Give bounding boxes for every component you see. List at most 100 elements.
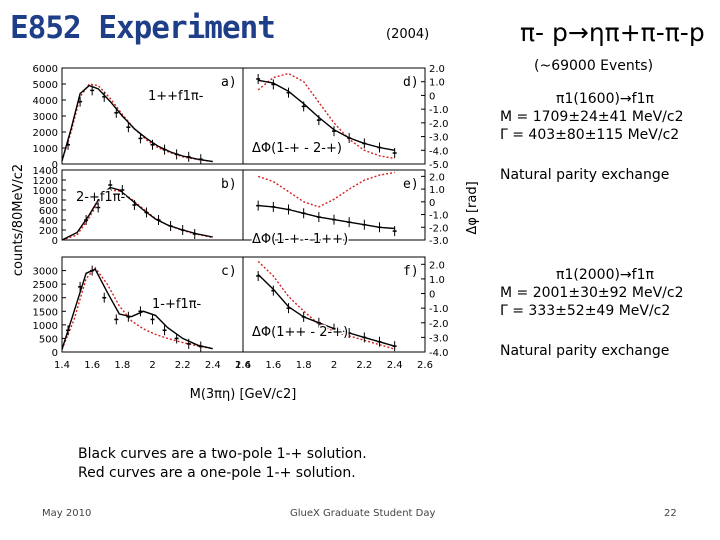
- panel-label: ΔΦ(1-+ - 2-+): [252, 141, 342, 156]
- info-pi1600-mass: M = 1709±24±41 MeV/c2: [500, 109, 684, 125]
- y-tick-label: 1000: [33, 144, 58, 155]
- y-axis-title-counts: counts/80MeV/c2: [11, 164, 26, 276]
- red-curve: [257, 72, 395, 160]
- y-tick-label: 3000: [33, 267, 58, 278]
- x-tick-label: 2: [331, 360, 337, 371]
- x-tick-label: 1.8: [296, 360, 312, 371]
- y-tick-label: 3000: [33, 112, 58, 123]
- panel-frame: [61, 169, 244, 241]
- panel-label: 1-+f1π-: [152, 297, 202, 312]
- y-tick-label: -3.0: [429, 133, 449, 144]
- x-tick-label: 2.6: [417, 360, 433, 371]
- y-tick-label: -4.0: [429, 348, 449, 359]
- footer-page: 22: [664, 508, 677, 519]
- y-tick-label: -3.0: [429, 333, 449, 344]
- slide-year: (2004): [386, 27, 430, 42]
- x-tick-label: 2.2: [356, 360, 372, 371]
- info-pi2000-decay: π1(2000)→f1π: [556, 267, 654, 283]
- x-tick-label: 2.4: [205, 360, 221, 371]
- black-curve: [257, 273, 395, 347]
- info-pi1600: π1(1600)→f1π M = 1709±24±41 MeV/c2 Γ = 4…: [500, 90, 710, 184]
- y-tick-label: -2.0: [429, 223, 449, 234]
- y-tick-label: 2000: [33, 128, 58, 139]
- panel-tag: c): [221, 264, 237, 279]
- y-tick-label: 2.0: [429, 260, 445, 271]
- footer-event: GlueX Graduate Student Day: [290, 508, 436, 519]
- event-count: (~69000 Events): [534, 58, 654, 74]
- y-tick-label: 0: [52, 348, 58, 359]
- x-axis-title: M(3πη) [GeV/c2]: [190, 387, 297, 402]
- info-pi2000-mass: M = 2001±30±92 MeV/c2: [500, 285, 684, 301]
- panel-label: 2-+f1π-: [76, 190, 126, 205]
- info-pi1600-parity: Natural parity exchange: [500, 167, 670, 183]
- y-tick-label: 0: [429, 290, 435, 301]
- red-curve: [61, 266, 213, 350]
- y-tick-label: 2.0: [429, 172, 445, 183]
- x-tick-label: 2: [149, 360, 155, 371]
- y-tick-label: -5.0: [429, 160, 449, 171]
- y-tick-label: 4000: [33, 96, 58, 107]
- x-tick-label: 1.6: [84, 360, 100, 371]
- panel-tag: f): [403, 264, 419, 279]
- y-tick-label: -2.0: [429, 119, 449, 130]
- y-tick-label: -4.0: [429, 146, 449, 157]
- y-tick-label: 1.0: [429, 275, 445, 286]
- info-pi1600-decay: π1(1600)→f1π: [556, 91, 654, 107]
- y-tick-label: 1400: [33, 166, 58, 177]
- black-curve: [258, 204, 395, 230]
- y-tick-label: 600: [39, 206, 58, 217]
- x-tick-label: 2.6: [235, 360, 251, 371]
- info-pi2000-width: Γ = 333±52±49 MeV/c2: [500, 303, 671, 319]
- y-tick-label: -2.0: [429, 319, 449, 330]
- panel-frame: [242, 169, 426, 241]
- panel-label: 1++f1π-: [148, 89, 204, 104]
- panel-label: ΔΦ(1-+ - 1++): [252, 232, 348, 247]
- x-tick-label: 2.4: [387, 360, 403, 371]
- panel-frame: [242, 67, 426, 165]
- panel-frame: [242, 256, 426, 353]
- x-tick-label: 1.4: [235, 360, 251, 371]
- info-pi2000-parity: Natural parity exchange: [500, 343, 670, 359]
- y-tick-label: 1.0: [429, 78, 445, 89]
- y-tick-label: 500: [39, 334, 58, 345]
- panel-label: ΔΦ(1++ - 2-+): [252, 325, 348, 340]
- red-curve: [61, 83, 213, 163]
- y-tick-label: 2.0: [429, 64, 445, 75]
- y-tick-label: -1.0: [429, 304, 449, 315]
- x-tick-label: 2.2: [175, 360, 191, 371]
- y-tick-label: 800: [39, 196, 58, 207]
- slide-title: E852 Experiment: [10, 10, 276, 46]
- y-tick-label: 2000: [33, 294, 58, 305]
- y-tick-label: -1.0: [429, 105, 449, 116]
- panel-tag: d): [403, 75, 419, 90]
- panel-tag: b): [221, 177, 237, 192]
- x-tick-label: 1.6: [265, 360, 281, 371]
- y-tick-label: -3.0: [429, 236, 449, 247]
- caption-line-1: Black curves are a two-pole 1-+ solution…: [78, 446, 367, 462]
- black-curve: [258, 79, 395, 151]
- y-tick-label: 2500: [33, 280, 58, 291]
- footer-date: May 2010: [42, 508, 92, 519]
- y-tick-label: 6000: [33, 64, 58, 75]
- y-tick-label: 1500: [33, 307, 58, 318]
- y-tick-label: -1.0: [429, 211, 449, 222]
- x-tick-label: 1.8: [114, 360, 130, 371]
- y-tick-label: 1000: [33, 321, 58, 332]
- y-tick-label: 200: [39, 226, 58, 237]
- info-pi1600-width: Γ = 403±80±115 MeV/c2: [500, 127, 680, 143]
- y-tick-label: 0: [52, 236, 58, 247]
- y-tick-label: 1000: [33, 186, 58, 197]
- info-pi2000: π1(2000)→f1π M = 2001±30±92 MeV/c2 Γ = 3…: [500, 266, 710, 360]
- y-tick-label: 400: [39, 216, 58, 227]
- y-tick-label: 0: [429, 198, 435, 209]
- y-tick-label: 5000: [33, 80, 58, 91]
- caption: Black curves are a two-pole 1-+ solution…: [78, 445, 367, 483]
- panel-tag: e): [403, 177, 419, 192]
- y-tick-label: 1200: [33, 176, 58, 187]
- y-tick-label: 0: [52, 160, 58, 171]
- y-tick-label: 1.0: [429, 185, 445, 196]
- y-axis-title-phase: Δφ [rad]: [465, 181, 480, 234]
- y-tick-label: 0: [429, 91, 435, 102]
- panel-tag: a): [221, 75, 237, 90]
- red-curve: [257, 171, 395, 208]
